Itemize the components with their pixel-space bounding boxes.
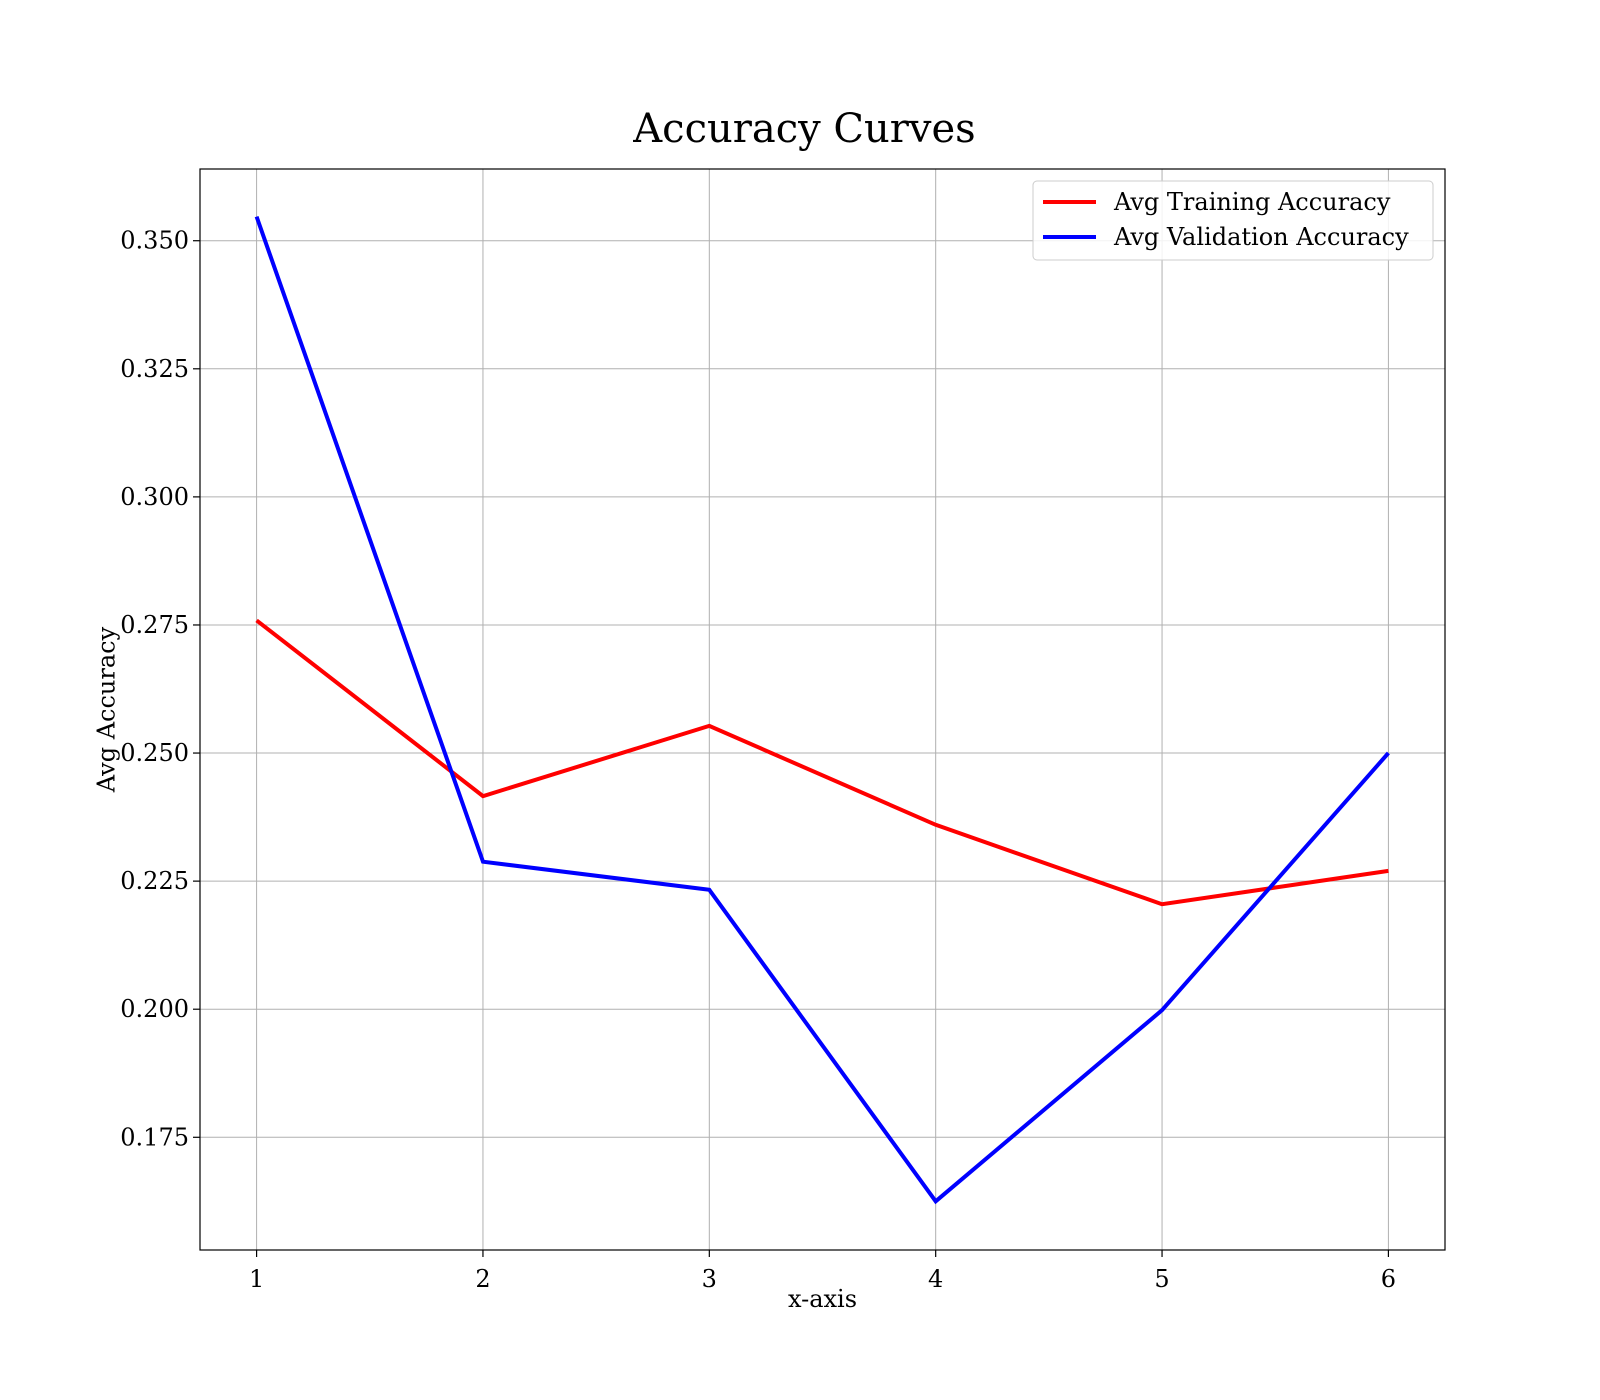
y-tick-label: 0.350	[120, 227, 189, 255]
x-tick-label: 4	[928, 1265, 943, 1293]
legend-label: Avg Training Accuracy	[1113, 188, 1391, 216]
y-tick-label: 0.200	[120, 995, 189, 1023]
y-tick-label: 0.225	[120, 867, 189, 895]
x-tick-label: 1	[249, 1265, 264, 1293]
legend-label: Avg Validation Accuracy	[1113, 223, 1409, 251]
series-layer	[254, 215, 1390, 1205]
y-tick-label: 0.325	[120, 355, 189, 383]
legend-box	[1032, 180, 1434, 261]
series-line-training	[255, 618, 1389, 907]
y-tick-label: 0.250	[120, 739, 189, 767]
grid	[200, 169, 1445, 1250]
x-tick-label: 2	[475, 1265, 490, 1293]
x-tick-label: 5	[1154, 1265, 1169, 1293]
y-tick-label: 0.300	[120, 483, 189, 511]
plot-frame	[199, 168, 1446, 1251]
series-line-validation	[254, 215, 1390, 1205]
y-tick-label: 0.275	[120, 611, 189, 639]
legend: Avg Training Accuracy Avg Validation Accu…	[1032, 180, 1434, 261]
x-tick-label: 3	[702, 1265, 717, 1293]
chart-title: Accuracy Curves	[632, 106, 975, 152]
y-axis-label: Avg Accuracy	[92, 626, 120, 793]
x-axis-label: x-axis	[788, 1285, 857, 1313]
axis-ticks: 1 2 3 4 5 6 0.175 0.200 0.225 0.250 0.275 0.300 0.32…	[120, 227, 1396, 1293]
y-tick-label: 0.175	[120, 1123, 189, 1151]
x-tick-label: 6	[1381, 1265, 1396, 1293]
